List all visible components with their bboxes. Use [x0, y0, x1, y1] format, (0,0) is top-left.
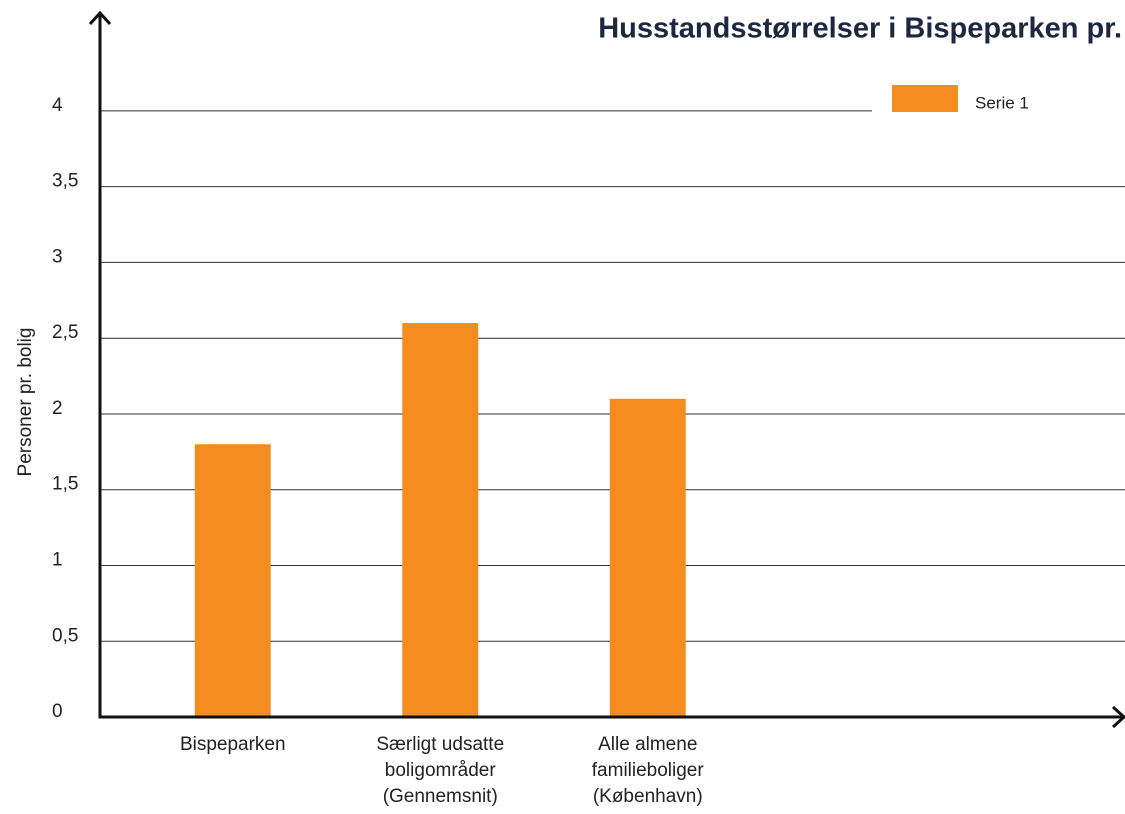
bar — [609, 398, 686, 717]
y-tick-label: 1,5 — [52, 474, 78, 495]
y-tick-label: 1 — [52, 549, 63, 570]
x-tick-label: Bispeparken — [180, 734, 286, 755]
x-tick-label: Særligt udsatte boligområder (Gennemsnit) — [376, 734, 504, 807]
bar — [194, 444, 271, 717]
y-tick-label: 0 — [52, 701, 63, 722]
x-axis-arrow — [1111, 705, 1125, 729]
y-tick-label: 2,5 — [52, 322, 78, 343]
x-tick-label: Alle almene familieboliger (København) — [592, 734, 705, 807]
legend-swatch — [892, 85, 958, 112]
chart-title: Husstandsstørrelser i Bispeparken pr. — [598, 13, 1122, 45]
y-axis-arrow — [88, 10, 112, 26]
y-tick-label: 3 — [52, 246, 63, 267]
y-tick-label: 2 — [52, 398, 63, 419]
y-tick-label: 4 — [52, 95, 63, 116]
y-tick-label: 0,5 — [52, 625, 78, 646]
legend-label: Serie 1 — [975, 93, 1029, 112]
y-axis-label: Personer pr. bolig — [15, 328, 36, 477]
y-tick-label: 3,5 — [52, 171, 78, 192]
bar — [402, 323, 479, 717]
